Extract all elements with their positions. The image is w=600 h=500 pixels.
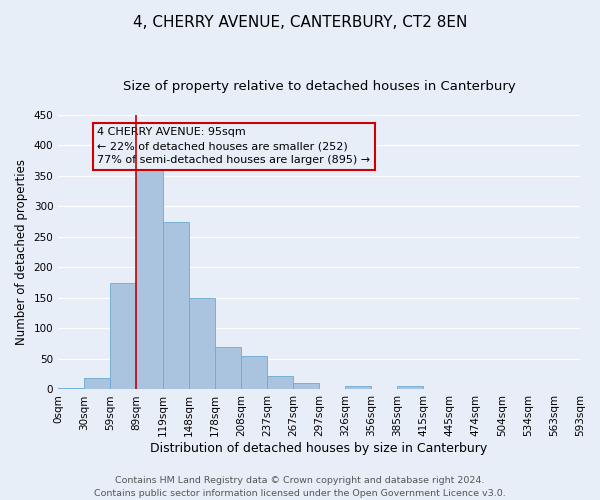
Bar — [476, 389, 502, 390]
Bar — [58, 388, 84, 390]
X-axis label: Distribution of detached houses by size in Canterbury: Distribution of detached houses by size … — [151, 442, 488, 455]
Bar — [293, 384, 319, 390]
Bar — [345, 386, 371, 390]
Bar — [163, 222, 188, 390]
Bar — [215, 347, 241, 390]
Bar — [241, 356, 267, 390]
Text: 4, CHERRY AVENUE, CANTERBURY, CT2 8EN: 4, CHERRY AVENUE, CANTERBURY, CT2 8EN — [133, 15, 467, 30]
Text: 4 CHERRY AVENUE: 95sqm
← 22% of detached houses are smaller (252)
77% of semi-de: 4 CHERRY AVENUE: 95sqm ← 22% of detached… — [97, 128, 370, 166]
Bar — [397, 386, 424, 390]
Bar — [84, 378, 110, 390]
Bar — [110, 282, 136, 390]
Bar — [136, 167, 163, 390]
Bar — [188, 298, 215, 390]
Text: Contains HM Land Registry data © Crown copyright and database right 2024.
Contai: Contains HM Land Registry data © Crown c… — [94, 476, 506, 498]
Title: Size of property relative to detached houses in Canterbury: Size of property relative to detached ho… — [123, 80, 515, 93]
Bar — [267, 376, 293, 390]
Y-axis label: Number of detached properties: Number of detached properties — [15, 159, 28, 345]
